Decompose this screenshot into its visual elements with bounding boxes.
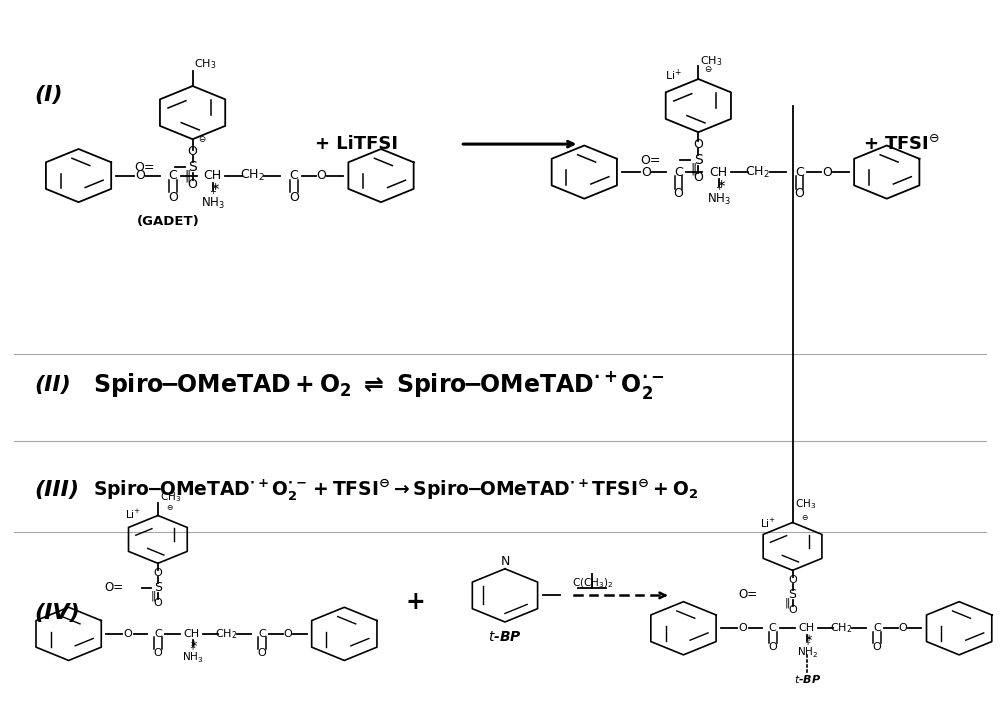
Text: S: S [694, 153, 703, 167]
Text: +: + [406, 590, 426, 615]
Text: O: O [674, 188, 683, 200]
Text: $\mathbf{Spiro\!\!-\!\!OMeTAD^{\bullet+}O_2^{\bullet-} + TFSI^{\ominus}\rightarr: $\mathbf{Spiro\!\!-\!\!OMeTAD^{\bullet+}… [93, 478, 699, 503]
Text: O=: O= [134, 161, 155, 173]
Text: (II): (II) [34, 375, 71, 396]
Text: ‖: ‖ [785, 598, 790, 608]
Text: CH$_3$: CH$_3$ [795, 498, 816, 511]
Text: $^{\ominus}$: $^{\ominus}$ [198, 135, 207, 149]
Text: O: O [898, 623, 907, 633]
Text: O=: O= [640, 154, 661, 166]
Text: O: O [168, 190, 178, 204]
Text: CH$_3$: CH$_3$ [700, 54, 722, 68]
Text: O: O [154, 648, 162, 658]
Text: N: N [500, 555, 510, 569]
Text: (III): (III) [34, 481, 79, 501]
Text: O: O [317, 169, 326, 182]
Text: C(CH$_3$)$_2$: C(CH$_3$)$_2$ [572, 576, 613, 590]
Text: O: O [188, 145, 198, 159]
Text: O: O [872, 642, 881, 652]
Text: O: O [124, 629, 132, 639]
Text: C: C [674, 166, 683, 178]
Text: $^{\ominus}$: $^{\ominus}$ [801, 514, 808, 524]
Text: O: O [154, 568, 162, 578]
Text: O: O [739, 623, 747, 633]
Text: + LiTFSI: + LiTFSI [315, 135, 398, 153]
Text: C: C [289, 169, 298, 182]
Text: CH$_2$: CH$_2$ [745, 164, 770, 180]
Text: $\overset{+}{\mathrm{NH_2}}$: $\overset{+}{\mathrm{NH_2}}$ [797, 639, 818, 660]
Text: $\overset{+}{\mathrm{NH_3}}$: $\overset{+}{\mathrm{NH_3}}$ [201, 187, 226, 210]
Text: O: O [641, 166, 651, 178]
Text: Li$^{+}$: Li$^{+}$ [125, 508, 141, 521]
Text: O: O [768, 642, 777, 652]
Text: (GADET): (GADET) [136, 215, 199, 227]
Text: Li$^{+}$: Li$^{+}$ [665, 68, 682, 83]
Text: O: O [693, 171, 703, 184]
Text: $\mathbf{Spiro\!\!-\!\!OMeTAD + O_2}$$\ \mathbf{\rightleftharpoons}\ $$\mathbf{S: $\mathbf{Spiro\!\!-\!\!OMeTAD + O_2}$$\ … [93, 370, 665, 401]
Text: O: O [154, 598, 162, 608]
Text: CH: CH [184, 629, 200, 639]
Text: O: O [135, 169, 145, 182]
Text: CH$_3$: CH$_3$ [160, 491, 181, 504]
Text: $\overset{+}{\mathrm{NH_3}}$: $\overset{+}{\mathrm{NH_3}}$ [707, 183, 731, 207]
Text: CH$_2$: CH$_2$ [240, 168, 265, 183]
Text: $^{\ominus}$: $^{\ominus}$ [166, 503, 174, 513]
Text: $\ast$: $\ast$ [804, 632, 813, 643]
Text: CH: CH [798, 623, 814, 633]
Text: $\ast$: $\ast$ [716, 178, 726, 189]
Text: $\overset{+}{\mathrm{NH_3}}$: $\overset{+}{\mathrm{NH_3}}$ [182, 644, 203, 666]
Text: C: C [154, 629, 162, 639]
Text: O: O [258, 648, 266, 658]
Text: O: O [788, 575, 797, 585]
Text: O: O [289, 190, 299, 204]
Text: O: O [822, 166, 832, 178]
Text: CH$_2$: CH$_2$ [830, 622, 852, 635]
Text: $\ast$: $\ast$ [189, 638, 198, 649]
Text: S: S [154, 581, 162, 594]
Text: CH$_2$: CH$_2$ [215, 627, 237, 641]
Text: $t$-BP: $t$-BP [794, 673, 821, 685]
Text: Li$^{+}$: Li$^{+}$ [760, 518, 776, 530]
Text: $\ast$: $\ast$ [210, 181, 220, 193]
Text: O: O [188, 178, 198, 191]
Text: ‖: ‖ [690, 163, 696, 176]
Text: O=: O= [104, 581, 123, 594]
Text: C: C [769, 623, 777, 633]
Text: S: S [789, 588, 797, 601]
Text: C: C [258, 629, 266, 639]
Text: (I): (I) [34, 85, 62, 105]
Text: O: O [788, 605, 797, 615]
Text: (IV): (IV) [34, 603, 80, 623]
Text: ‖: ‖ [150, 591, 156, 602]
Text: O: O [283, 629, 292, 639]
Text: O: O [795, 188, 804, 200]
Text: $t$-BP: $t$-BP [488, 630, 522, 644]
Text: O=: O= [739, 588, 758, 601]
Text: O: O [693, 137, 703, 151]
Text: $^{\ominus}$: $^{\ominus}$ [704, 66, 713, 79]
Text: C: C [168, 169, 177, 182]
Text: CH$_3$: CH$_3$ [194, 57, 217, 71]
Text: ‖: ‖ [184, 170, 191, 183]
Text: S: S [188, 160, 197, 174]
Text: CH: CH [203, 169, 221, 182]
Text: CH: CH [709, 166, 727, 178]
Text: C: C [795, 166, 804, 178]
Text: + TFSI$^{\ominus}$: + TFSI$^{\ominus}$ [863, 135, 940, 154]
Text: C: C [873, 623, 881, 633]
